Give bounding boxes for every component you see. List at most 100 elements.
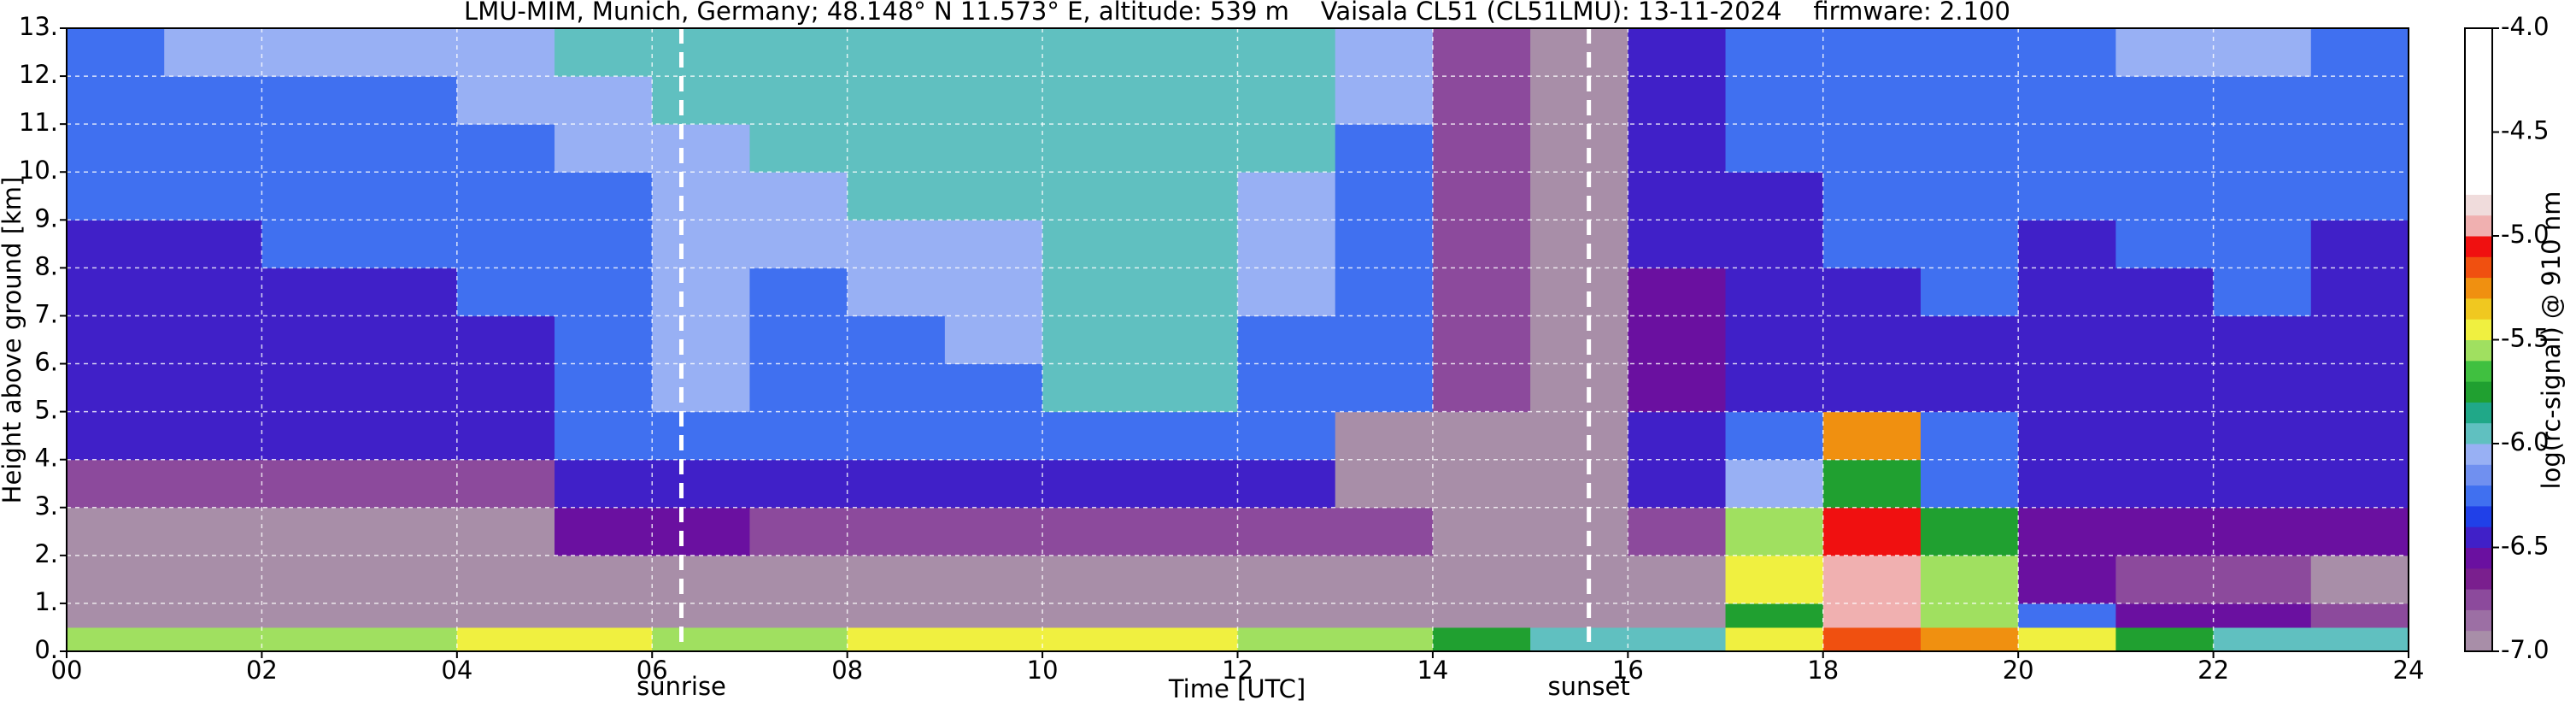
heatmap-cell — [1335, 411, 1434, 461]
heatmap-cell — [1140, 268, 1238, 316]
heatmap-cell — [1335, 363, 1434, 413]
heatmap-cell — [456, 220, 555, 268]
heatmap-cell — [652, 363, 750, 413]
heatmap-cell — [1725, 76, 1824, 125]
heatmap-cell — [944, 459, 1043, 509]
heatmap-cell — [2115, 627, 2215, 652]
heatmap-cell — [2018, 315, 2116, 365]
heatmap-cell — [359, 459, 458, 509]
heatmap-cell — [1042, 555, 1141, 604]
heatmap-cell — [847, 28, 946, 77]
colorbar-tick-label: -5.0 — [2501, 220, 2550, 249]
heatmap-cell — [1628, 315, 1727, 365]
heatmap-cell — [1530, 172, 1628, 221]
heatmap-cell — [1628, 363, 1727, 413]
colorbar-swatch — [2465, 69, 2492, 91]
heatmap-cell — [944, 363, 1043, 413]
heatmap-cell — [2018, 627, 2116, 652]
heatmap-cell — [2018, 220, 2116, 268]
x-tick-label: 06 — [637, 656, 668, 685]
heatmap-cell — [1237, 76, 1336, 125]
annotation-label: sunrise — [637, 672, 726, 701]
heatmap-cell — [749, 76, 848, 125]
heatmap-cell — [1725, 172, 1824, 221]
heatmap-cell — [1237, 627, 1336, 652]
heatmap-cell — [67, 507, 165, 556]
heatmap-cell — [1237, 172, 1336, 221]
heatmap-cell — [1920, 459, 2019, 509]
heatmap-cell — [67, 28, 165, 77]
heatmap-cell — [261, 315, 361, 365]
heatmap-cell — [1530, 507, 1628, 556]
heatmap-cell — [1140, 28, 1238, 77]
heatmap-cell — [67, 459, 165, 509]
heatmap-cell — [749, 220, 848, 268]
heatmap-cell — [2018, 268, 2116, 316]
heatmap-cell — [67, 172, 165, 221]
heatmap-cell — [749, 507, 848, 556]
y-tick-label: 0. — [34, 635, 58, 664]
heatmap-cell — [847, 507, 946, 556]
heatmap-cell — [944, 507, 1043, 556]
heatmap-cell — [1042, 76, 1141, 125]
heatmap-cell — [1335, 627, 1434, 652]
heatmap-cell — [652, 124, 750, 173]
heatmap-cell — [261, 172, 361, 221]
heatmap-cell — [1140, 459, 1238, 509]
heatmap-cell — [944, 220, 1043, 268]
heatmap-cell — [555, 315, 653, 365]
heatmap-cell — [944, 603, 1043, 628]
annotation-label: sunset — [1548, 672, 1630, 701]
heatmap-cell — [1335, 507, 1434, 556]
heatmap-cell — [1042, 603, 1141, 628]
y-tick-label: 5. — [34, 396, 58, 425]
x-axis-label: Time [UTC] — [1168, 674, 1306, 703]
heatmap-cell — [847, 315, 946, 365]
heatmap-cell — [1725, 411, 1824, 461]
heatmap-cell — [749, 603, 848, 628]
heatmap-cell — [555, 627, 653, 652]
heatmap-cell — [164, 507, 262, 556]
y-tick-label: 9. — [34, 203, 58, 232]
heatmap-cell — [1628, 555, 1727, 604]
heatmap-cell — [1920, 172, 2019, 221]
heatmap-cell — [67, 627, 165, 652]
heatmap-cell — [164, 315, 262, 365]
heatmap-cell — [2018, 172, 2116, 221]
heatmap-cell — [67, 555, 165, 604]
heatmap-cell — [1920, 124, 2019, 173]
heatmap-cell — [2115, 268, 2215, 316]
heatmap-cell — [164, 124, 262, 173]
heatmap-cell — [847, 459, 946, 509]
heatmap-cell — [2018, 124, 2116, 173]
heatmap-cell — [359, 555, 458, 604]
heatmap-cell — [456, 124, 555, 173]
heatmap-cell — [2213, 315, 2312, 365]
heatmap-cell — [847, 363, 946, 413]
heatmap-cell — [2115, 507, 2215, 556]
heatmap-cell — [1140, 76, 1238, 125]
heatmap-cell — [2310, 627, 2409, 652]
heatmap-cell — [749, 315, 848, 365]
heatmap-cell — [1920, 555, 2019, 604]
heatmap-cell — [652, 507, 750, 556]
heatmap-cell — [847, 603, 946, 628]
heatmap-cell — [359, 363, 458, 413]
heatmap-cell — [2213, 411, 2312, 461]
heatmap-cell — [164, 363, 262, 413]
heatmap-cell — [749, 124, 848, 173]
colorbar-swatch — [2465, 174, 2492, 195]
heatmap-cell — [1432, 459, 1531, 509]
heatmap-cell — [1335, 315, 1434, 365]
heatmap-cell — [164, 411, 262, 461]
heatmap-cell — [2310, 28, 2409, 77]
heatmap-cell — [164, 76, 262, 125]
x-tick-label: 04 — [441, 656, 472, 685]
colorbar-swatch — [2465, 402, 2492, 424]
heatmap-cell — [1335, 124, 1434, 173]
heatmap-cell — [847, 124, 946, 173]
heatmap-cell — [749, 555, 848, 604]
chart-title: LMU-MIM, Munich, Germany; 48.148° N 11.5… — [464, 0, 2010, 26]
heatmap-cell — [944, 315, 1043, 365]
